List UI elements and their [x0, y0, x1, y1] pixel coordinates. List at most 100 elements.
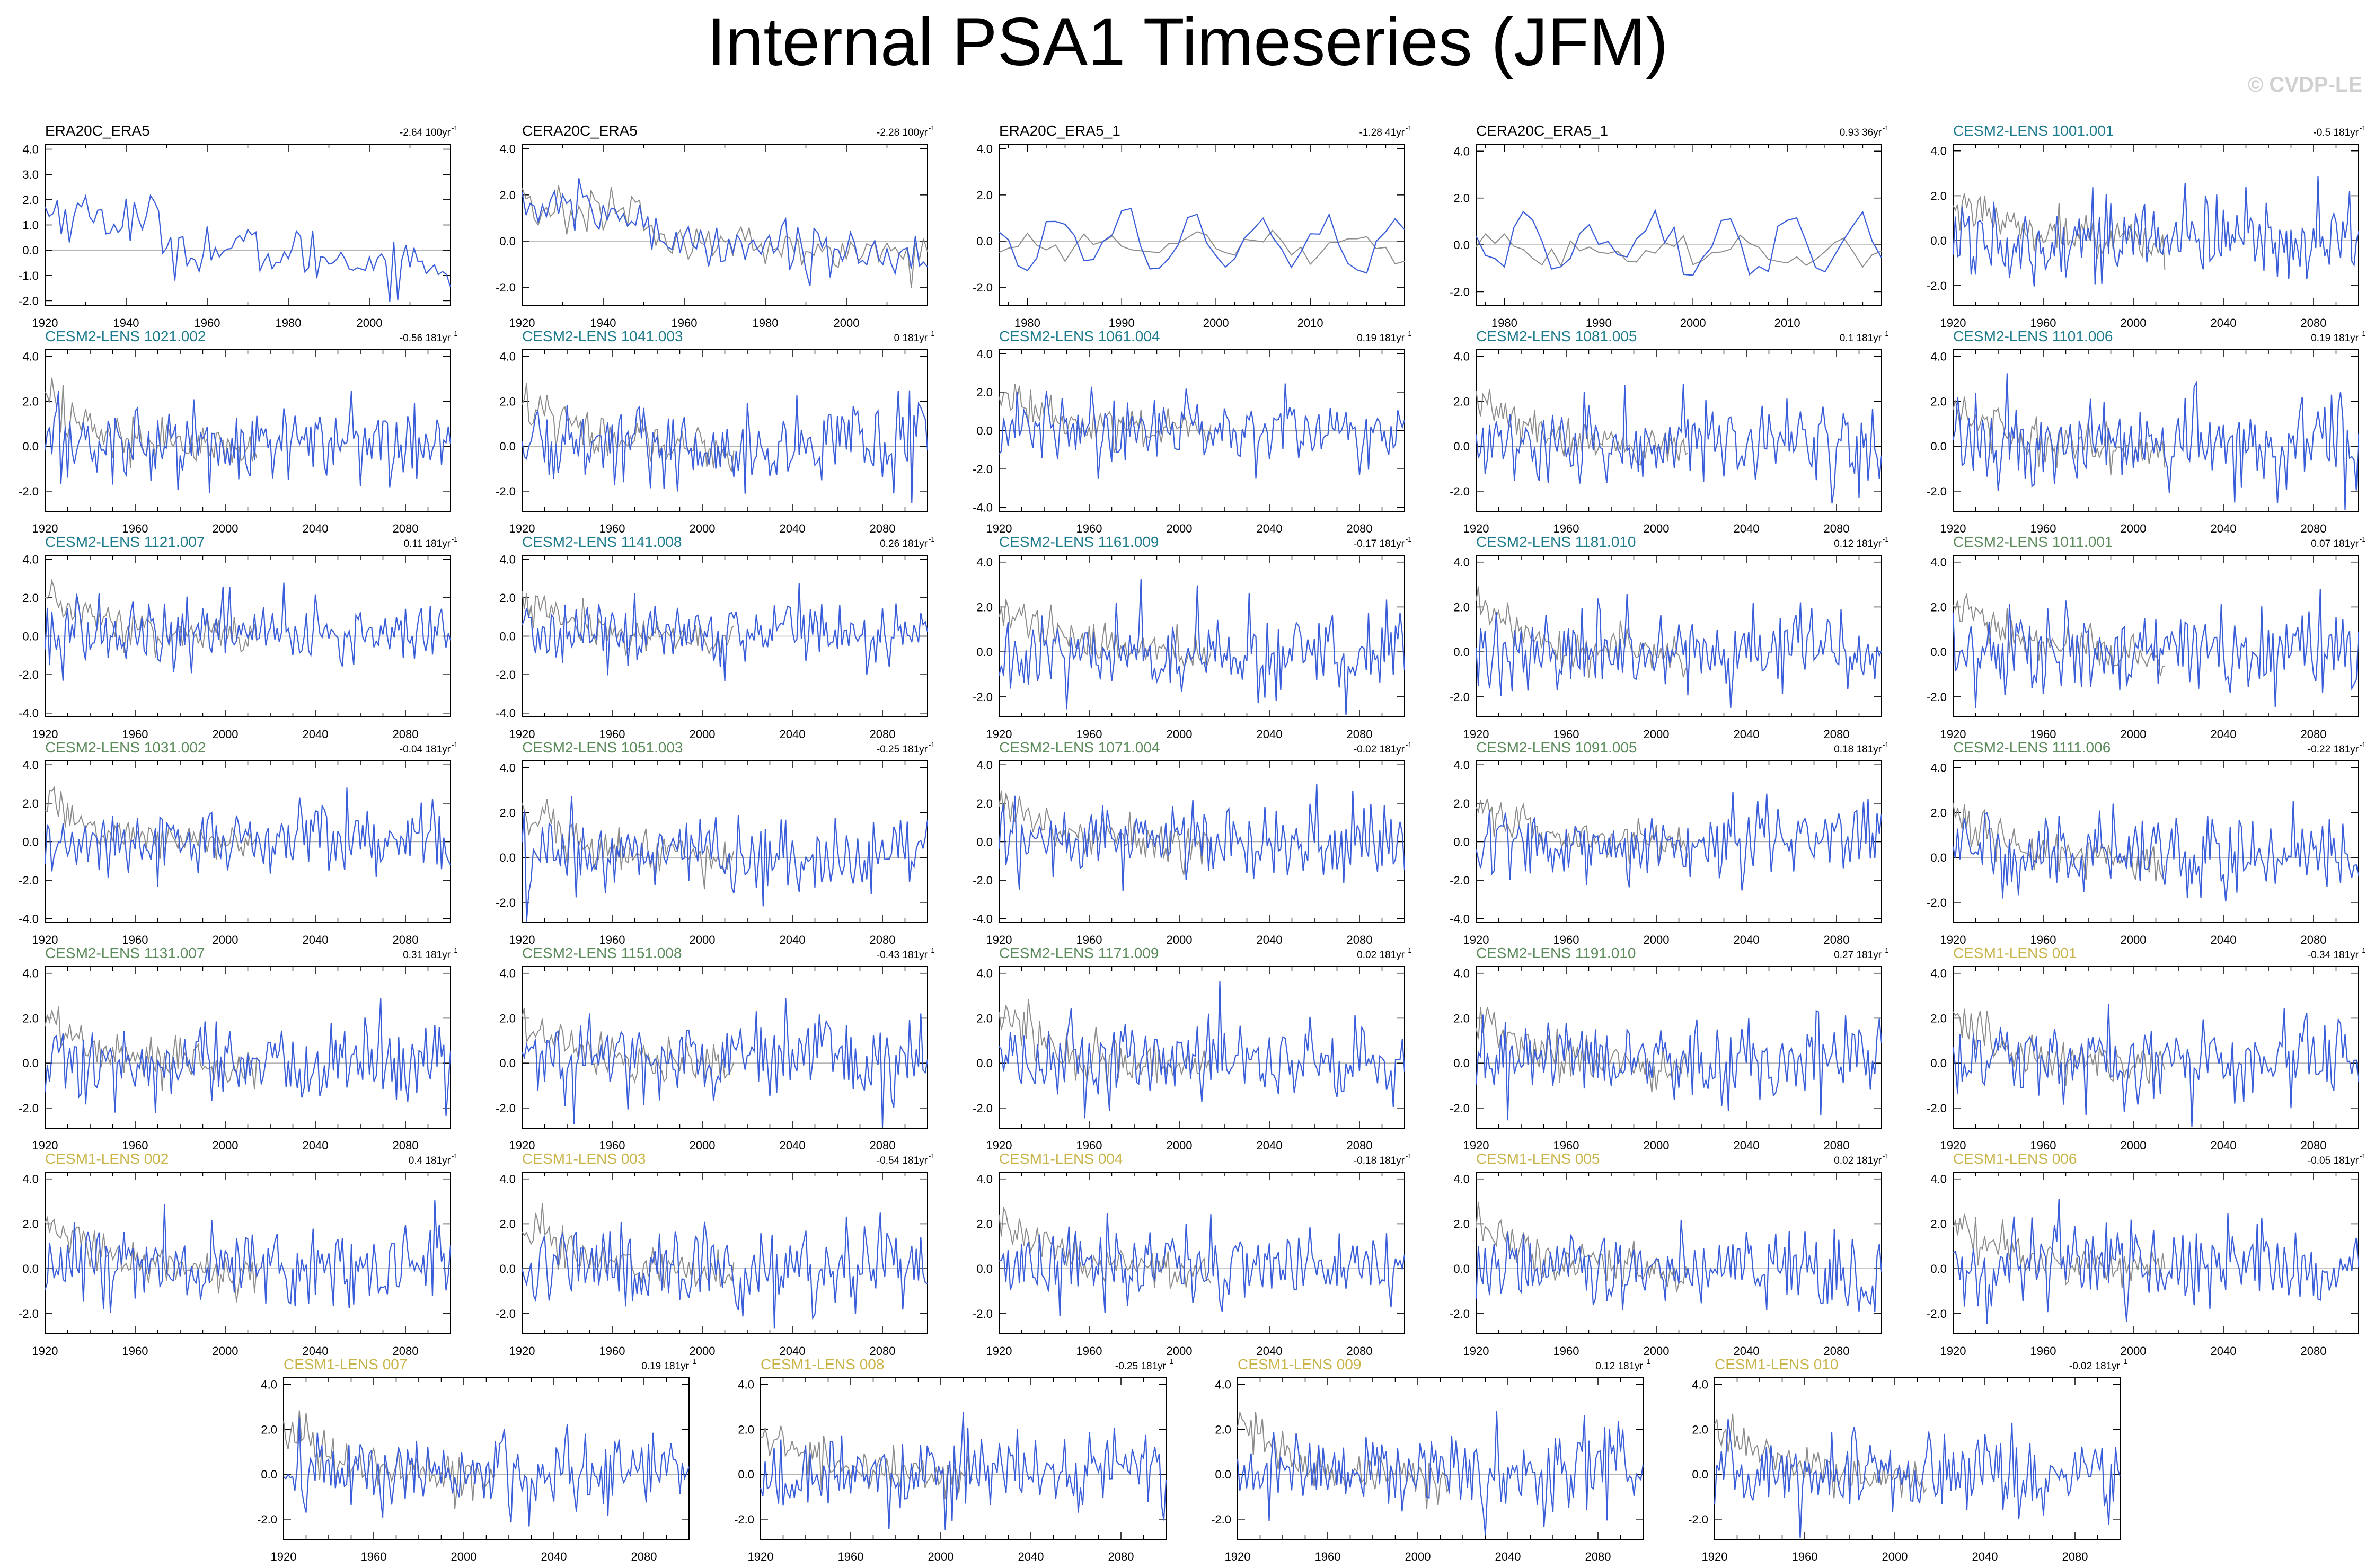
panel-title: CESM2-LENS 1141.008 — [522, 534, 682, 550]
panel-title: CESM2-LENS 1031.002 — [45, 739, 206, 756]
x-tick-label: 2000 — [2121, 1139, 2147, 1152]
x-tick-label: 2010 — [1297, 316, 1323, 330]
y-tick-label: 2.0 — [1453, 1012, 1470, 1025]
panel-0: 1920 1940 1960 1980 2000 4.0 3.0 2.0 1.0 0.0 -1.0 -… — [19, 122, 457, 330]
x-tick-label: 2080 — [1347, 1139, 1373, 1152]
y-tick-label: 0.0 — [499, 440, 516, 453]
y-tick-label: 2.0 — [1930, 600, 1947, 614]
reference-series-line — [45, 377, 258, 468]
x-tick-label: 1920 — [1702, 1550, 1728, 1563]
x-tick-label: 2000 — [1680, 316, 1706, 330]
y-tick-label: 4.0 — [1453, 1173, 1470, 1186]
panel-22: 1920 1960 2000 2040 2080 4.0 2.0 0.0 -2.0 CESM2-L… — [973, 945, 1411, 1152]
x-tick-label: 2000 — [213, 522, 239, 535]
x-tick-label: 2080 — [1824, 1344, 1850, 1358]
psa1-series-line — [44, 998, 452, 1117]
panel-title: CESM1-LENS 006 — [1953, 1150, 2077, 1167]
x-tick-label: 1920 — [1940, 316, 1966, 330]
y-tick-label: -2.0 — [257, 1513, 277, 1526]
x-tick-label: 1920 — [1463, 933, 1489, 946]
panel-trend: -0.25 181yr — [877, 744, 928, 755]
x-tick-label: 1920 — [1463, 1139, 1489, 1152]
x-tick-label: 2040 — [2211, 1344, 2237, 1358]
panel-trend: -0.04 181yr — [400, 744, 451, 755]
x-tick-label: 2040 — [1257, 933, 1283, 946]
x-tick-label: 2080 — [1347, 728, 1373, 741]
y-tick-label: 4.0 — [22, 1173, 39, 1186]
x-tick-label: 2000 — [690, 933, 716, 946]
trend-exponent: -1 — [1883, 535, 1889, 543]
y-tick-label: -2.0 — [496, 1307, 516, 1321]
trend-exponent: -1 — [1883, 946, 1889, 954]
y-tick-label: 0.0 — [1453, 440, 1470, 453]
psa1-series-line — [44, 787, 451, 887]
panel-trend: -2.28 100yr — [877, 127, 928, 138]
x-tick-label: 1960 — [838, 1550, 864, 1563]
x-tick-label: 1960 — [2030, 728, 2056, 741]
trend-exponent: -1 — [2360, 741, 2366, 749]
panel-title: CESM1-LENS 009 — [1238, 1356, 1361, 1372]
psa1-series-line — [521, 583, 929, 681]
x-tick-label: 1920 — [1940, 728, 1966, 741]
panel-trend: 0.93 36yr — [1840, 127, 1882, 138]
trend-exponent: -1 — [1406, 124, 1412, 132]
panel-frame — [999, 555, 1405, 717]
trend-exponent: -1 — [929, 741, 935, 749]
panel-2: 1980 1990 2000 2010 4.0 2.0 0.0 -2.0 ERA20C_ERA5… — [973, 122, 1411, 330]
y-tick-label: 0.0 — [22, 244, 39, 257]
panel-title: CESM2-LENS 1171.009 — [999, 945, 1159, 961]
x-tick-label: 2000 — [1167, 1139, 1193, 1152]
psa1-series-line — [760, 1412, 1167, 1530]
y-tick-label: 4.0 — [261, 1378, 277, 1392]
panel-frame — [522, 144, 928, 306]
panel-19: 1920 1960 2000 2040 2080 4.0 2.0 0.0 -2.0 CESM2-L… — [1927, 739, 2365, 946]
trend-exponent: -1 — [452, 946, 458, 954]
psa1-series-line — [1237, 1411, 1644, 1536]
y-tick-label: 0.0 — [1930, 851, 1947, 864]
panel-trend: -0.22 181yr — [2308, 744, 2359, 755]
x-tick-label: 1920 — [1940, 933, 1966, 946]
y-tick-label: 0.0 — [499, 235, 516, 248]
panel-frame — [1953, 144, 2359, 306]
y-tick-label: -2.0 — [973, 1102, 993, 1115]
panel-title: CESM2-LENS 1001.001 — [1953, 122, 2114, 139]
trend-exponent: -1 — [452, 1152, 458, 1160]
y-tick-label: 0.0 — [1453, 1057, 1470, 1070]
x-tick-label: 2000 — [1882, 1550, 1908, 1563]
trend-exponent: -1 — [2360, 1152, 2366, 1160]
y-tick-label: 2.0 — [976, 1012, 993, 1025]
psa1-series-line — [999, 1213, 1406, 1316]
x-tick-label: 2000 — [213, 1139, 239, 1152]
x-tick-label: 2040 — [1018, 1550, 1044, 1563]
y-tick-label: 4.0 — [1930, 761, 1947, 775]
x-tick-label: 1960 — [1076, 1344, 1102, 1358]
y-tick-label: -2.0 — [973, 281, 993, 294]
psa1-series-line — [999, 383, 1406, 479]
x-tick-label: 1960 — [361, 1550, 387, 1563]
trend-exponent: -1 — [690, 1358, 696, 1366]
y-tick-label: -2.0 — [1927, 1307, 1947, 1321]
panel-24: 1920 1960 2000 2040 2080 4.0 2.0 0.0 -2.0 CESM1-L… — [1927, 945, 2365, 1152]
y-tick-label: 4.0 — [976, 347, 993, 360]
x-tick-label: 1960 — [1076, 728, 1102, 741]
y-tick-label: 2.0 — [1930, 1012, 1947, 1025]
y-tick-label: 4.0 — [22, 350, 39, 364]
x-tick-label: 2080 — [2301, 1139, 2327, 1152]
x-tick-label: 2000 — [690, 522, 716, 535]
reference-series-line — [1476, 1202, 1689, 1293]
y-tick-label: 0.0 — [22, 836, 39, 849]
y-tick-label: -2.0 — [1450, 285, 1470, 298]
panel-title: CESM2-LENS 1181.010 — [1476, 534, 1636, 550]
y-tick-label: 2.0 — [22, 395, 39, 408]
panel-frame — [999, 144, 1405, 306]
y-tick-label: 4.0 — [499, 553, 516, 566]
x-tick-label: 2080 — [870, 1344, 896, 1358]
reference-series-line — [1476, 233, 1882, 268]
x-tick-label: 2000 — [1644, 1139, 1670, 1152]
x-tick-label: 1940 — [590, 316, 616, 330]
y-tick-label: -1.0 — [19, 269, 39, 282]
x-tick-label: 1960 — [1076, 1139, 1102, 1152]
y-tick-label: 0.0 — [1930, 1057, 1947, 1070]
y-tick-label: 4.0 — [976, 1173, 993, 1186]
panel-title: CESM1-LENS 005 — [1476, 1150, 1600, 1167]
